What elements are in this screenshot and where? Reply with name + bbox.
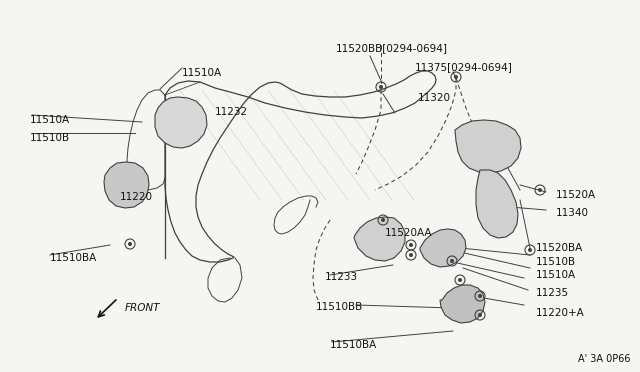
Text: 11510BB: 11510BB xyxy=(316,302,364,312)
Text: A' 3A 0P66: A' 3A 0P66 xyxy=(577,354,630,364)
Circle shape xyxy=(458,278,462,282)
Text: 11220: 11220 xyxy=(120,192,153,202)
Text: 11520BB[0294-0694]: 11520BB[0294-0694] xyxy=(336,43,448,53)
Circle shape xyxy=(454,75,458,79)
Text: 11510B: 11510B xyxy=(536,257,576,267)
Text: 11510BA: 11510BA xyxy=(50,253,97,263)
Text: 11510A: 11510A xyxy=(536,270,576,280)
Text: 11220+A: 11220+A xyxy=(536,308,585,318)
Circle shape xyxy=(478,294,482,298)
Text: 11232: 11232 xyxy=(215,107,248,117)
Text: FRONT: FRONT xyxy=(125,303,161,313)
Text: 11235: 11235 xyxy=(536,288,569,298)
Circle shape xyxy=(381,218,385,222)
Circle shape xyxy=(379,85,383,89)
Text: 11510B: 11510B xyxy=(30,133,70,143)
Text: 11510BA: 11510BA xyxy=(330,340,377,350)
Polygon shape xyxy=(354,217,405,261)
Text: 11233: 11233 xyxy=(325,272,358,282)
Text: 11520AA: 11520AA xyxy=(385,228,433,238)
Polygon shape xyxy=(476,170,518,238)
Text: 11320: 11320 xyxy=(418,93,451,103)
Text: 11510A: 11510A xyxy=(30,115,70,125)
Circle shape xyxy=(478,313,482,317)
Text: 11510A: 11510A xyxy=(182,68,222,78)
Circle shape xyxy=(409,243,413,247)
Circle shape xyxy=(538,188,542,192)
Circle shape xyxy=(409,253,413,257)
Text: 11375[0294-0694]: 11375[0294-0694] xyxy=(415,62,513,72)
Polygon shape xyxy=(420,229,466,267)
Polygon shape xyxy=(104,162,149,208)
Polygon shape xyxy=(455,120,521,173)
Text: 11520A: 11520A xyxy=(556,190,596,200)
Circle shape xyxy=(528,248,532,252)
Polygon shape xyxy=(440,285,485,323)
Text: 11520BA: 11520BA xyxy=(536,243,583,253)
Polygon shape xyxy=(155,97,207,148)
Circle shape xyxy=(450,259,454,263)
Circle shape xyxy=(128,242,132,246)
Text: 11340: 11340 xyxy=(556,208,589,218)
